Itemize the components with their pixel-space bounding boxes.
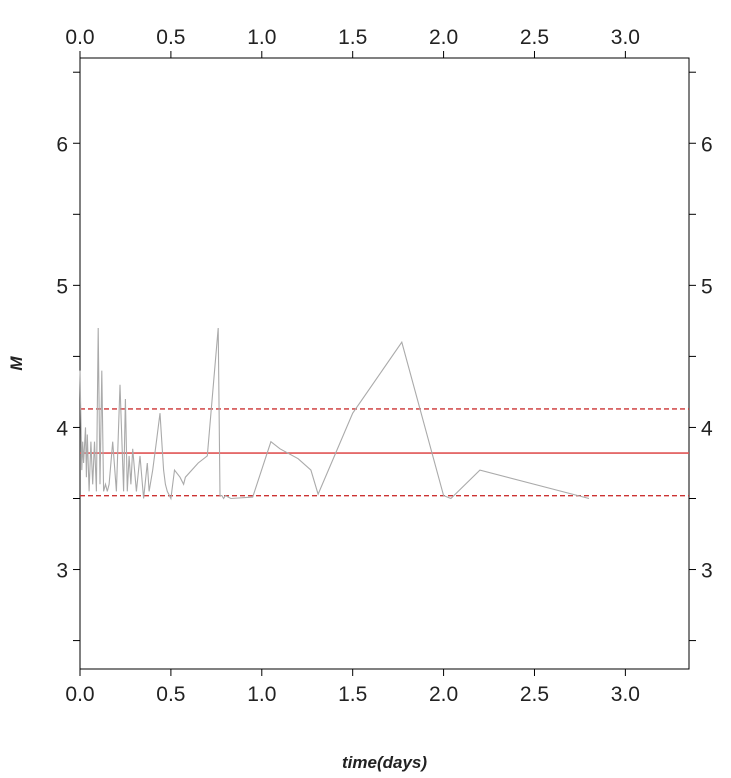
y-tick-label-right: 6 xyxy=(701,133,713,156)
x-axis-label: time(days) xyxy=(342,753,427,772)
x-tick-label-top: 2.5 xyxy=(520,26,549,49)
x-tick-label-bottom: 2.5 xyxy=(520,683,549,706)
y-tick-label-left: 4 xyxy=(56,417,68,440)
x-tick-label-top: 2.0 xyxy=(429,26,458,49)
x-tick-label-bottom: 1.0 xyxy=(247,683,276,706)
y-axis-label: M xyxy=(7,356,26,371)
series-line-0 xyxy=(79,327,590,501)
y-tick-label-left: 6 xyxy=(56,133,68,156)
axis-tick-labels: 0.0 0.0 0.5 0.5 1.0 1.0 1.5 1.5 2.0 2.0 2.5 2.5 3.0 3… xyxy=(56,26,713,706)
series-group xyxy=(79,327,590,501)
x-tick-label-top: 0.0 xyxy=(65,26,94,49)
reference-lines xyxy=(80,408,689,497)
plot-frame xyxy=(79,57,690,670)
x-tick-label-top: 0.5 xyxy=(156,26,185,49)
x-tick-label-bottom: 0.0 xyxy=(65,683,94,706)
y-tick-label-right: 5 xyxy=(701,275,713,298)
x-tick-label-bottom: 3.0 xyxy=(611,683,640,706)
y-tick-label-right: 3 xyxy=(701,560,713,583)
axis-ticks xyxy=(73,51,696,676)
x-tick-label-top: 1.5 xyxy=(338,26,367,49)
x-tick-label-top: 1.0 xyxy=(247,26,276,49)
x-tick-label-bottom: 2.0 xyxy=(429,683,458,706)
x-tick-label-bottom: 0.5 xyxy=(156,683,185,706)
y-tick-label-left: 5 xyxy=(56,275,68,298)
y-tick-label-right: 4 xyxy=(701,417,713,440)
y-tick-label-left: 3 xyxy=(56,560,68,583)
x-tick-label-top: 3.0 xyxy=(611,26,640,49)
x-tick-label-bottom: 1.5 xyxy=(338,683,367,706)
